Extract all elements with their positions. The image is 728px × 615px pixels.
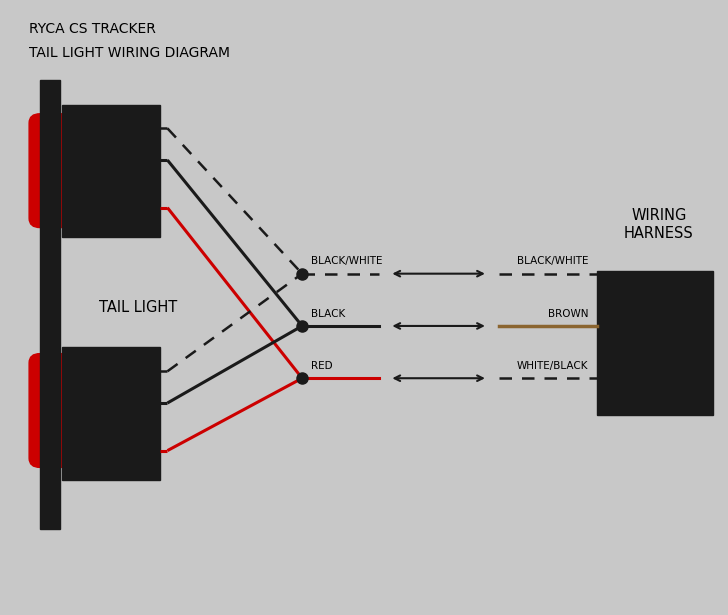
Text: BROWN: BROWN [547,309,588,319]
Text: RED: RED [311,361,333,371]
Text: BLACK: BLACK [311,309,345,319]
Bar [62,105,160,237]
Text: WHITE/BLACK: WHITE/BLACK [517,361,588,371]
Text: TAIL LIGHT: TAIL LIGHT [99,300,178,315]
Bar [62,347,160,480]
Text: WIRING
HARNESS: WIRING HARNESS [624,208,694,240]
Bar [597,271,713,415]
Text: BLACK/WHITE: BLACK/WHITE [517,256,588,266]
Text: BLACK/WHITE: BLACK/WHITE [311,256,382,266]
Text: RYCA CS TRACKER: RYCA CS TRACKER [29,22,156,36]
Text: TAIL LIGHT WIRING DIAGRAM: TAIL LIGHT WIRING DIAGRAM [29,46,230,60]
FancyBboxPatch shape [29,114,79,228]
FancyBboxPatch shape [29,354,79,467]
Bar [40,80,60,529]
